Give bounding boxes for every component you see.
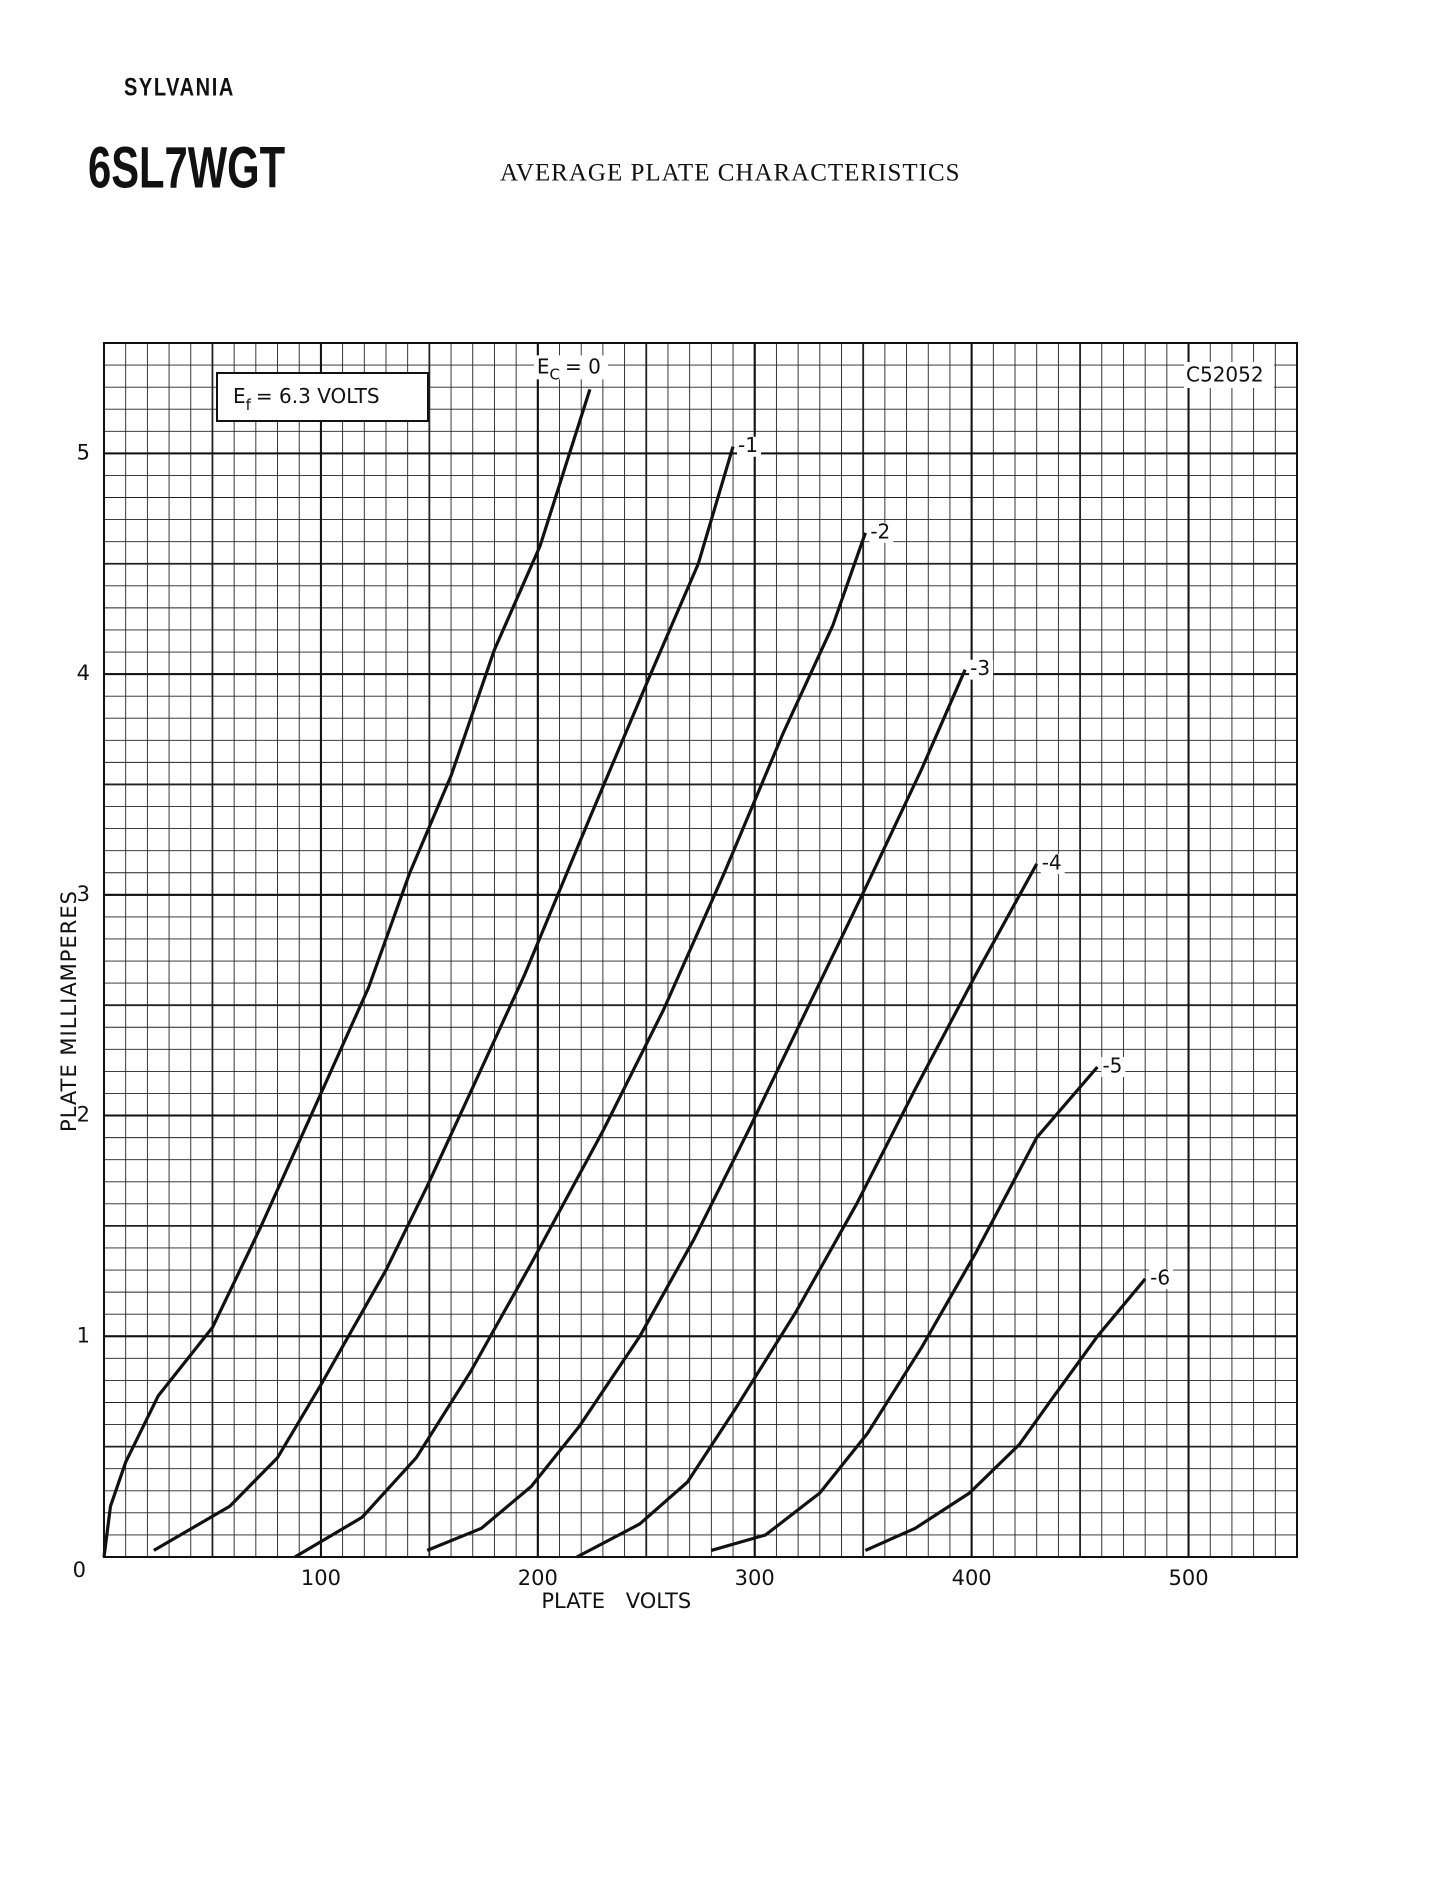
y-tick-label: 3 xyxy=(77,882,90,906)
curve xyxy=(426,669,967,1552)
y-tick-label: 1 xyxy=(77,1323,90,1347)
x-tick-label: 400 xyxy=(952,1566,992,1590)
curve xyxy=(294,532,867,1559)
x-tick-label: 300 xyxy=(735,1566,775,1590)
plot: 100 200 300 400 500 0 1 2 3 4 5 PLATE VOLTS PLATE MI… xyxy=(57,342,1298,1613)
curve-label-bg xyxy=(969,659,994,680)
curve xyxy=(153,446,735,1552)
y-tick-label: 4 xyxy=(77,661,90,685)
curve xyxy=(102,388,592,1558)
curve-label: -4 xyxy=(1042,850,1062,874)
curve-label: -2 xyxy=(870,519,890,543)
code: C52052 xyxy=(1186,363,1264,387)
curve-label-part: C xyxy=(550,365,560,383)
y-tick-label: 5 xyxy=(77,440,90,464)
brand: SYLVANIA xyxy=(124,74,235,102)
curve-label: EC = 0 xyxy=(537,354,601,383)
curve xyxy=(710,1065,1099,1552)
curve xyxy=(864,1277,1147,1552)
curve-label-part: = 0 xyxy=(565,354,601,378)
y-axis-label: PLATE MILLIAMPERES xyxy=(57,890,81,1132)
note-box xyxy=(216,372,429,422)
curve-label-bg xyxy=(1040,853,1065,874)
x-tick-label: 100 xyxy=(301,1566,341,1590)
curve-label: -5 xyxy=(1102,1053,1122,1077)
curve-label-part: E xyxy=(537,354,550,378)
chart-title: AVERAGE PLATE CHARACTERISTICS xyxy=(500,160,961,187)
x-axis-label: PLATE VOLTS xyxy=(541,1589,691,1613)
x-tick-label: 500 xyxy=(1168,1566,1208,1590)
curve xyxy=(576,863,1039,1559)
curve-label: -1 xyxy=(738,433,758,457)
y-tick-label: 0 xyxy=(73,1558,86,1582)
note-part: f xyxy=(246,396,252,414)
curve-label-bg xyxy=(1101,1056,1126,1077)
model: 6SL7WGT xyxy=(88,135,285,200)
note-part: = 6.3 VOLTS xyxy=(256,384,380,408)
y-tick-label: 2 xyxy=(77,1103,90,1127)
x-tick-label: 200 xyxy=(518,1566,558,1590)
curve-label-bg xyxy=(533,355,608,380)
curve-label: -3 xyxy=(970,656,990,680)
curve-label-bg xyxy=(869,522,894,543)
filament-note: Ef = 6.3 VOLTS xyxy=(233,384,380,414)
curve-label-bg xyxy=(737,436,762,457)
code-bg xyxy=(1184,362,1274,388)
note-part: E xyxy=(233,384,246,408)
curve-label: -6 xyxy=(1150,1265,1170,1289)
curve-label-bg xyxy=(1149,1268,1174,1289)
